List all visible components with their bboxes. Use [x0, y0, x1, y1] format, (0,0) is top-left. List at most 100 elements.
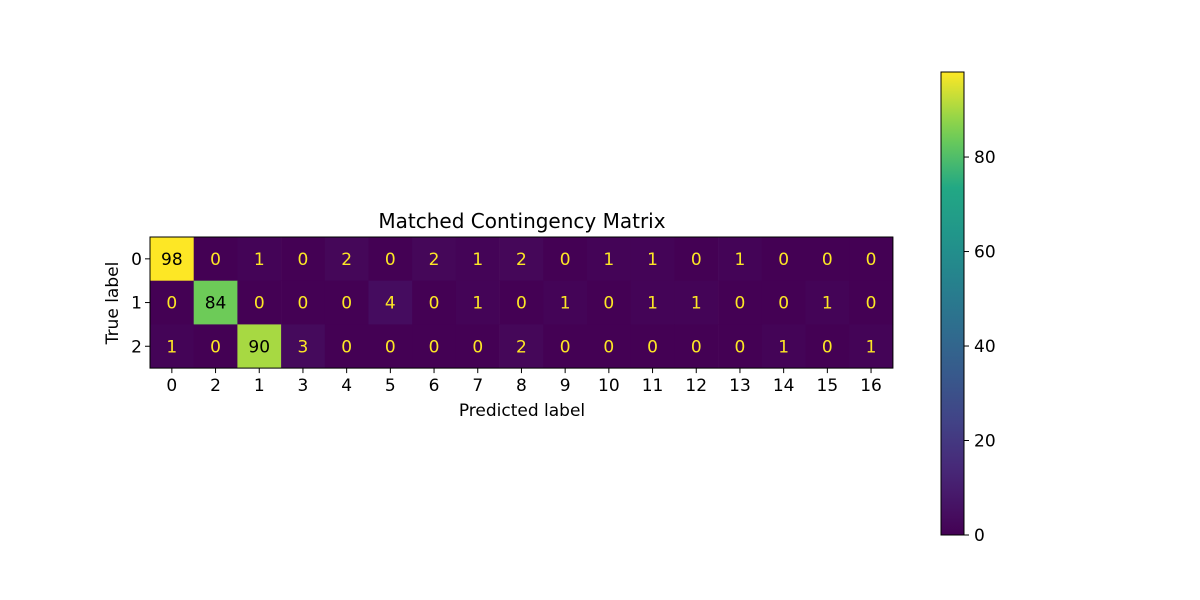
y-tick-label: 1: [131, 294, 142, 314]
cell-value-label: 1: [647, 250, 658, 270]
y-axis-ticks: 0 1 2: [131, 250, 150, 357]
heatmap-cell: [193, 280, 238, 325]
colorbar-tick-label: 80: [974, 148, 996, 168]
cell-value-label: 0: [603, 337, 614, 357]
heatmap-cell: [761, 237, 806, 281]
cell-value-label: 90: [248, 337, 270, 357]
cell-value-label: 98: [161, 250, 183, 270]
heatmap-cell: [543, 237, 588, 281]
heatmap-cell: [412, 324, 457, 369]
cell-value-label: 0: [822, 337, 833, 357]
x-axis-label: Predicted label: [459, 401, 585, 421]
matrix-cells: 98 0 1 0 2 0 2 1 2 0 1 1 0 1 0 0 0 0 84 0 0 0 4 0 1 0 1 0 1 1 0 0 1 0 1 0 90…: [149, 236, 894, 369]
heatmap-cell: [849, 237, 894, 281]
heatmap-cell: [150, 324, 194, 369]
heatmap-cell: [455, 324, 500, 369]
cell-value-label: 0: [691, 250, 702, 270]
heatmap-cell: [237, 237, 282, 281]
x-tick-label: 6: [429, 376, 440, 396]
heatmap-cell: [805, 237, 850, 281]
cell-value-label: 4: [385, 294, 396, 314]
x-tick-label: 13: [729, 376, 751, 396]
colorbar-tick-label: 0: [974, 526, 985, 546]
x-tick-label: 16: [860, 376, 882, 396]
cell-value-label: 1: [778, 337, 789, 357]
cell-value-label: 1: [866, 337, 877, 357]
cell-value-label: 1: [647, 294, 658, 314]
cell-value-label: 2: [516, 250, 527, 270]
cell-value-label: 0: [298, 294, 309, 314]
cell-value-label: 0: [735, 294, 746, 314]
heatmap-cell: [455, 280, 500, 325]
x-tick-label: 4: [341, 376, 352, 396]
cell-value-label: 3: [298, 337, 309, 357]
heatmap-cell: [499, 237, 544, 281]
heatmap-cell: [674, 237, 719, 281]
heatmap-cell: [718, 324, 763, 369]
heatmap-cell: [324, 237, 369, 281]
x-tick-label: 11: [642, 376, 664, 396]
x-tick-label: 7: [472, 376, 483, 396]
cell-value-label: 0: [254, 294, 265, 314]
heatmap-cell: [630, 237, 675, 281]
x-tick-label: 3: [298, 376, 309, 396]
heatmap-cell: [368, 280, 413, 325]
cell-value-label: 1: [560, 294, 571, 314]
heatmap-cell: [368, 324, 413, 369]
heatmap-cell: [237, 280, 282, 325]
cell-value-label: 0: [603, 294, 614, 314]
heatmap-cell: [281, 237, 326, 281]
x-tick-label: 2: [210, 376, 221, 396]
cell-value-label: 1: [735, 250, 746, 270]
x-tick-label: 1: [254, 376, 265, 396]
chart-title: Matched Contingency Matrix: [378, 209, 665, 233]
cell-value-label: 0: [778, 294, 789, 314]
heatmap-cell: [805, 280, 850, 325]
cell-value-label: 0: [778, 250, 789, 270]
y-tick-label: 0: [131, 250, 142, 270]
heatmap-cell: [761, 324, 806, 369]
cell-value-label: 0: [691, 337, 702, 357]
colorbar-tick-label: 20: [974, 432, 996, 452]
cell-value-label: 1: [254, 250, 265, 270]
cell-value-label: 1: [691, 294, 702, 314]
x-tick-label: 0: [166, 376, 177, 396]
cell-value-label: 0: [429, 294, 440, 314]
colorbar-gradient: [940, 71, 965, 536]
x-tick-label: 14: [773, 376, 795, 396]
cell-value-label: 2: [341, 250, 352, 270]
colorbar-tick-label: 60: [974, 243, 996, 263]
heatmap-cell: [324, 280, 369, 325]
heatmap-cell: [193, 324, 238, 369]
x-tick-label: 12: [685, 376, 707, 396]
cell-value-label: 1: [166, 337, 177, 357]
cell-value-label: 0: [516, 294, 527, 314]
x-tick-label: 5: [385, 376, 396, 396]
heatmap-cell: [324, 324, 369, 369]
cell-value-label: 0: [210, 337, 221, 357]
cell-value-label: 0: [866, 294, 877, 314]
heatmap-cell: [237, 324, 282, 369]
cell-value-label: 0: [472, 337, 483, 357]
heatmap-cell: [849, 280, 894, 325]
cell-value-label: 0: [822, 250, 833, 270]
heatmap-cell: [193, 237, 238, 281]
cell-value-label: 0: [210, 250, 221, 270]
cell-value-label: 0: [735, 337, 746, 357]
heatmap-cell: [412, 280, 457, 325]
cell-value-label: 0: [429, 337, 440, 357]
cell-value-label: 1: [472, 294, 483, 314]
heatmap-cell: [630, 280, 675, 325]
cell-value-label: 0: [560, 250, 571, 270]
heatmap-cell: [543, 280, 588, 325]
heatmap-cell: [587, 280, 631, 325]
x-axis-ticks: 0 2 1 3 4 5 6 7 8 9 10 11 12 13 14 15 16: [166, 368, 882, 396]
cell-value-label: 0: [385, 337, 396, 357]
heatmap-cell: [281, 280, 326, 325]
heatmap-cell: [412, 237, 457, 281]
cell-value-label: 0: [385, 250, 396, 270]
cell-value-label: 0: [166, 294, 177, 314]
cell-value-label: 1: [472, 250, 483, 270]
heatmap-cell: [499, 280, 544, 325]
